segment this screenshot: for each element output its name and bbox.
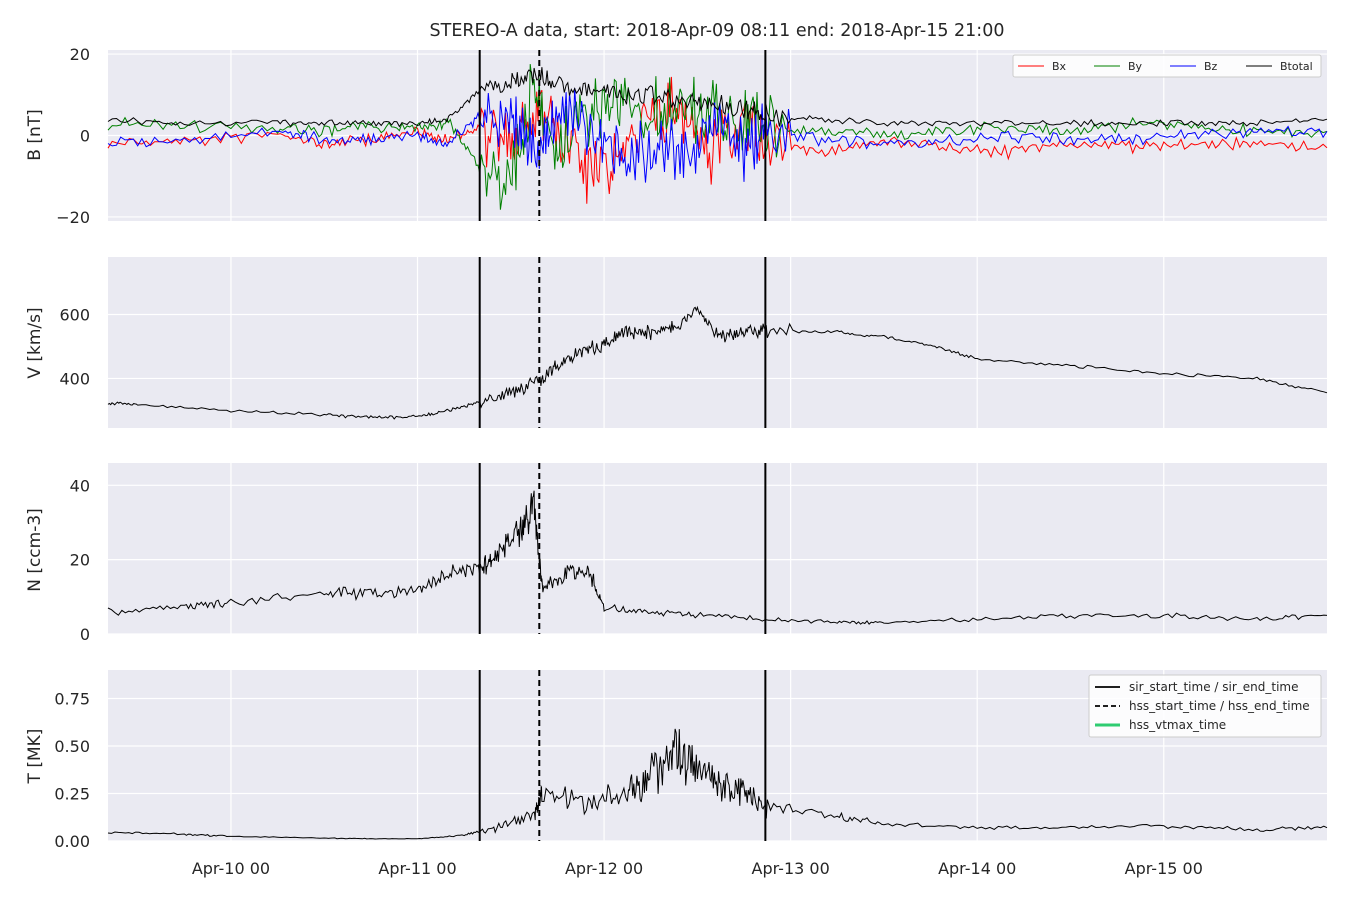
series-line-b-by	[107, 64, 1328, 210]
legend-markers-label-0: sir_start_time / sir_end_time	[1129, 680, 1299, 694]
ytick-label-v-1: 600	[59, 306, 90, 325]
legend-b-label-by: By	[1128, 60, 1143, 73]
panel-v: 400 600 V [km/s]	[25, 257, 1328, 428]
xtick-label-3: Apr-13 00	[752, 859, 830, 878]
xtick-label-2: Apr-12 00	[565, 859, 643, 878]
legend-b: Bx By Bz Btotal	[1012, 54, 1322, 78]
ytick-label-b-0: −20	[56, 208, 90, 227]
panel-t: 0.00 0.25 0.50 0.75 T [MK] sir_start_time /…	[25, 670, 1328, 851]
series-line-n-value	[107, 490, 1328, 625]
panel-n-background	[108, 463, 1327, 634]
xtick-label-1: Apr-11 00	[378, 859, 456, 878]
series-line-b-bx	[107, 76, 1328, 204]
panel-n: 0 20 40 N [ccm-3]	[25, 463, 1328, 644]
series-line-v-value	[107, 305, 1328, 420]
series-line-b-bz	[107, 88, 1328, 183]
ytick-label-b-2: 20	[70, 45, 90, 64]
legend-b-frame	[1012, 54, 1322, 78]
ytick-label-n-0: 0	[80, 625, 90, 644]
series-line-b-btotal	[107, 67, 1328, 128]
legend-markers: sir_start_time / sir_end_time hss_start_t…	[1088, 674, 1322, 738]
panel-b: −20 0 20 B [nT] Bx By Bz Btotal	[25, 45, 1328, 227]
xtick-label-4: Apr-14 00	[938, 859, 1016, 878]
series-line-t-value	[107, 728, 1328, 840]
ytick-label-v-0: 400	[59, 369, 90, 388]
ytick-label-t-3: 0.75	[54, 690, 90, 709]
chart-title: STEREO-A data, start: 2018-Apr-09 08:11 …	[430, 21, 1005, 41]
panel-v-background	[108, 257, 1327, 428]
xtick-label-5: Apr-15 00	[1125, 859, 1203, 878]
ytick-label-n-2: 40	[70, 476, 90, 495]
panel-v-ylabel: V [km/s]	[25, 307, 45, 378]
legend-b-label-bz: Bz	[1204, 60, 1218, 73]
legend-markers-label-1: hss_start_time / hss_end_time	[1129, 699, 1310, 713]
panel-n-ylabel: N [ccm-3]	[25, 508, 45, 592]
ytick-label-n-1: 20	[70, 551, 90, 570]
panel-b-ylabel: B [nT]	[25, 109, 45, 161]
legend-markers-label-2: hss_vtmax_time	[1129, 718, 1226, 732]
legend-b-label-bx: Bx	[1052, 60, 1067, 73]
legend-b-label-btotal: Btotal	[1280, 60, 1313, 73]
ytick-label-b-1: 0	[80, 127, 90, 146]
ytick-label-t-1: 0.25	[54, 785, 90, 804]
xtick-label-0: Apr-10 00	[192, 859, 270, 878]
x-axis: Apr-10 00 Apr-11 00 Apr-12 00 Apr-13 00 Apr-…	[192, 859, 1203, 878]
panel-t-ylabel: T [MK]	[25, 729, 45, 785]
legend-markers-frame	[1088, 674, 1322, 738]
ytick-label-t-2: 0.50	[54, 737, 90, 756]
ytick-label-t-0: 0.00	[54, 832, 90, 851]
